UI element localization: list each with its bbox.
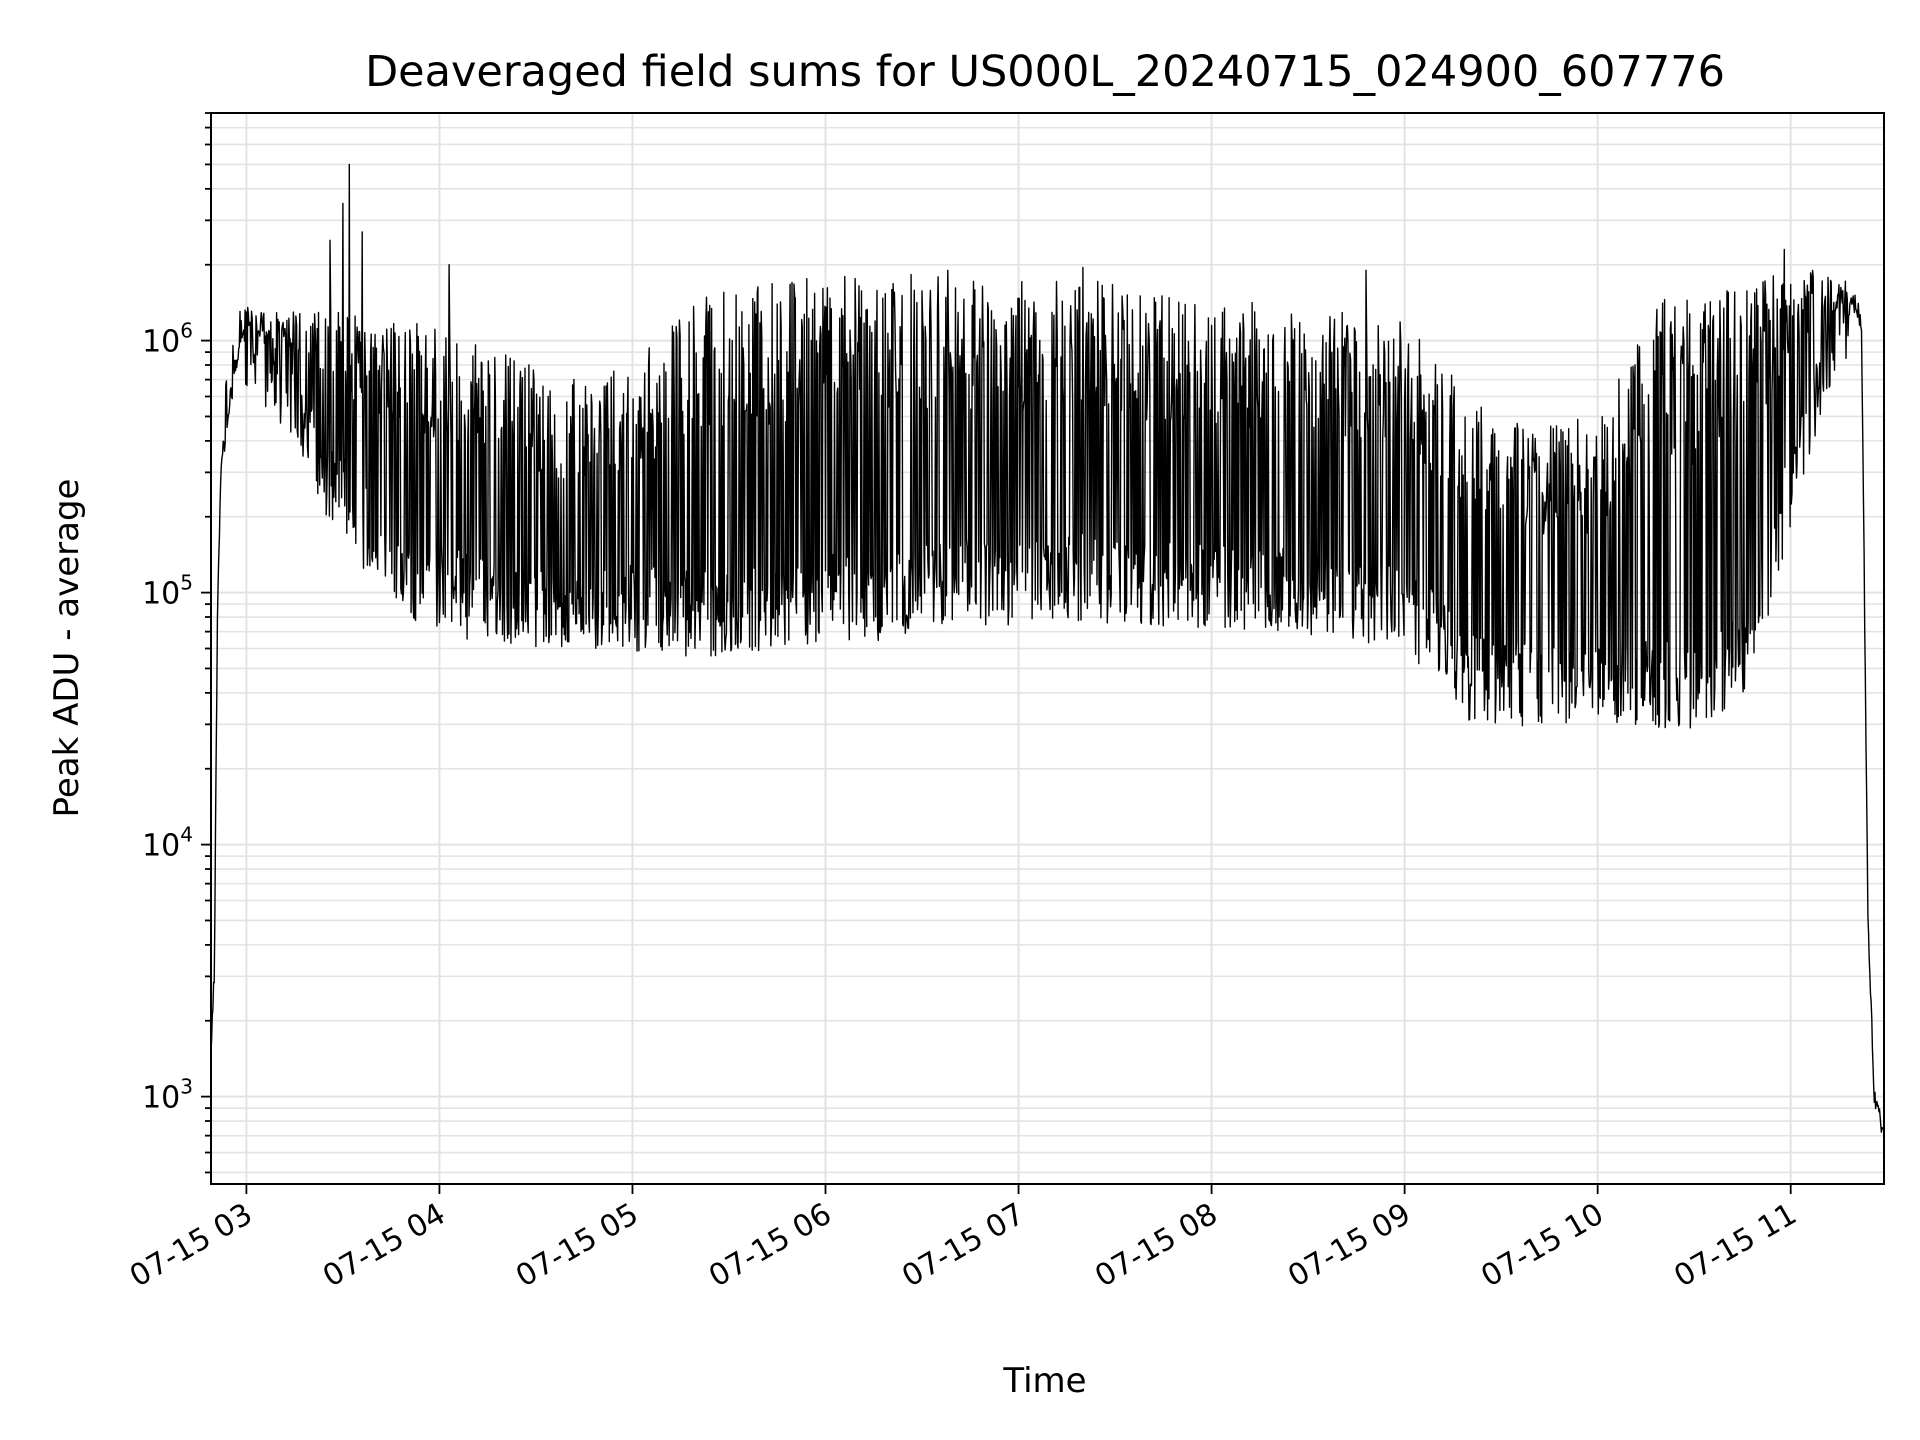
x-axis-title: Time xyxy=(1002,1361,1086,1401)
y-axis: 103 104 105 106 xyxy=(142,112,211,1174)
y-axis-title: Peak ADU - average xyxy=(47,479,87,818)
y-tick-label: 104 xyxy=(142,823,193,864)
series-path xyxy=(210,163,1885,1133)
series-line xyxy=(210,163,1885,1133)
y-tick-label: 103 xyxy=(142,1075,193,1116)
chart-title: Deaveraged field sums for US000L_2024071… xyxy=(365,47,1725,97)
y-tick-label: 105 xyxy=(142,571,193,612)
grid xyxy=(211,112,1884,1184)
y-tick-label: 106 xyxy=(142,319,193,360)
